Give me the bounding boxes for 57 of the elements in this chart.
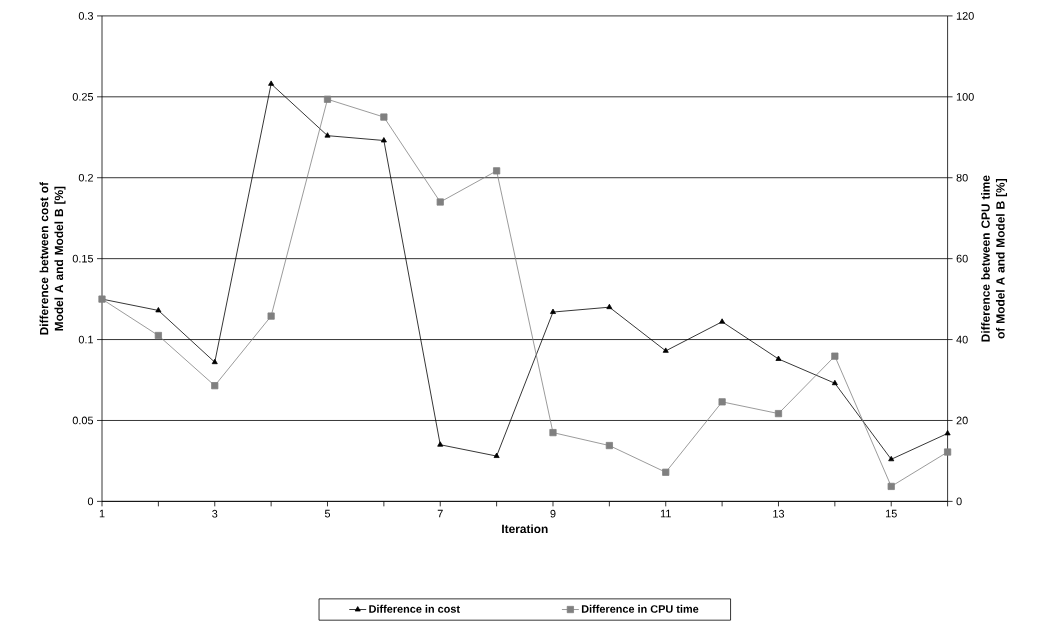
point xyxy=(211,358,218,365)
y2-tick-label: 60 xyxy=(956,254,968,263)
point xyxy=(718,398,726,406)
y2-tick-label: 40 xyxy=(956,335,968,344)
x-axis-title: Iteration xyxy=(502,524,548,534)
x-tick-label: 5 xyxy=(324,510,331,518)
y2-axis-title: Difference between CPU time of Model A and Model B [%] xyxy=(981,175,1008,342)
point xyxy=(549,429,557,437)
point xyxy=(380,137,387,143)
point xyxy=(493,452,500,459)
x-tick-label: 15 xyxy=(885,510,897,518)
point xyxy=(662,468,670,476)
point xyxy=(662,347,669,353)
x-tick-label: 13 xyxy=(773,510,785,518)
point xyxy=(944,448,952,456)
legend-label: Difference in cost xyxy=(369,604,460,613)
point xyxy=(831,380,838,386)
point xyxy=(324,132,331,138)
y-tick-label: 0.3 xyxy=(78,12,94,20)
y2-tick-label: 20 xyxy=(956,416,968,425)
point xyxy=(437,441,444,447)
point xyxy=(436,198,444,206)
point xyxy=(268,80,275,86)
point xyxy=(719,318,726,324)
x-tick-label: 3 xyxy=(212,510,218,518)
point xyxy=(550,308,556,315)
point xyxy=(606,303,613,310)
point xyxy=(888,456,895,462)
y-tick-label: 0.25 xyxy=(72,93,94,101)
point xyxy=(774,410,783,418)
point xyxy=(155,307,162,313)
point xyxy=(944,430,951,436)
y-tick-label: 0.1 xyxy=(78,335,93,344)
point xyxy=(831,352,839,360)
x-tick-label: 1 xyxy=(99,510,105,518)
y-tick-label: 0.05 xyxy=(72,416,94,425)
y-tick-label: 0 xyxy=(87,497,94,506)
point xyxy=(267,312,275,320)
point xyxy=(493,167,501,175)
y2-tick-label: 100 xyxy=(956,93,974,101)
point xyxy=(154,332,162,340)
point xyxy=(211,382,219,390)
y-axis-title: Difference between cost of Model A and Model B [%] xyxy=(39,182,66,335)
point xyxy=(605,442,613,450)
y2-tick-label: 0 xyxy=(956,497,962,506)
x-tick-label: 9 xyxy=(550,510,556,518)
point xyxy=(323,95,332,103)
y2-tick-label: 120 xyxy=(956,12,974,20)
y2-tick-label: 80 xyxy=(956,174,968,182)
point xyxy=(380,113,388,121)
x-tick-label: 7 xyxy=(437,510,443,518)
x-tick-label: 11 xyxy=(660,510,671,518)
point xyxy=(775,355,782,362)
point xyxy=(887,483,895,491)
legend-label: Difference in CPU time xyxy=(581,604,699,613)
y-tick-label: 0.15 xyxy=(72,254,94,263)
y-tick-label: 0.2 xyxy=(78,174,93,182)
